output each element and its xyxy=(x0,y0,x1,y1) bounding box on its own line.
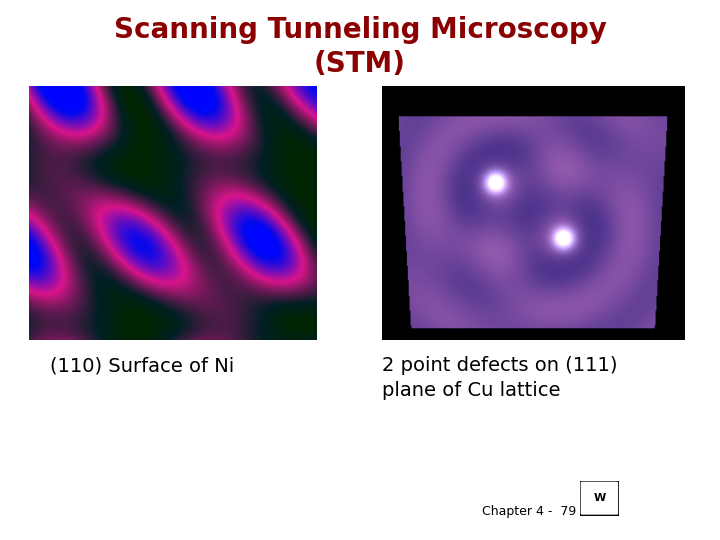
FancyBboxPatch shape xyxy=(580,481,619,516)
Text: W: W xyxy=(593,493,606,503)
Text: Scanning Tunneling Microscopy
(STM): Scanning Tunneling Microscopy (STM) xyxy=(114,16,606,78)
Text: (110) Surface of Ni: (110) Surface of Ni xyxy=(50,356,235,375)
Text: 2 point defects on (111)
plane of Cu lattice: 2 point defects on (111) plane of Cu lat… xyxy=(382,356,617,400)
Text: Chapter 4 -  79: Chapter 4 - 79 xyxy=(482,505,576,518)
